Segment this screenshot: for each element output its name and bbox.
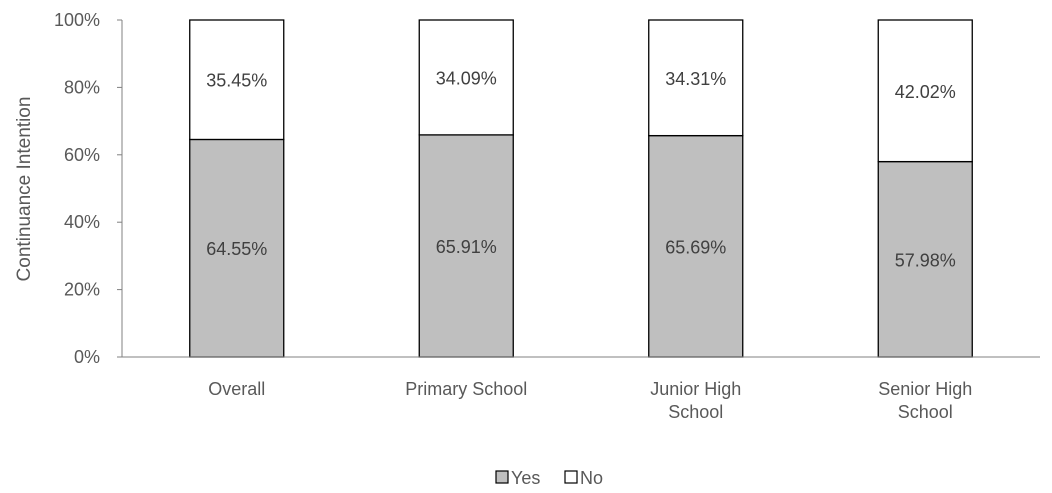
y-tick-label: 80% [64, 77, 100, 97]
bar-segment-no [877, 19, 973, 163]
x-tick-label: School [668, 402, 723, 422]
bar-segment-no [418, 19, 514, 136]
x-tick-label: Primary School [405, 379, 527, 399]
legend-label-yes: Yes [511, 468, 540, 488]
legend-label-no: No [580, 468, 603, 488]
data-label: 64.55% [206, 239, 267, 259]
bar-segment-no [648, 19, 744, 137]
y-tick-label: 0% [74, 347, 100, 367]
x-tick-label: Senior High [878, 379, 972, 399]
legend: Yes No [495, 468, 603, 488]
y-tick-label: 100% [54, 10, 100, 30]
data-label: 42.02% [895, 82, 956, 102]
legend-swatch-yes [495, 470, 509, 484]
y-tick-label: 40% [64, 212, 100, 232]
data-label: 34.31% [665, 69, 726, 89]
data-label: 65.91% [436, 237, 497, 257]
x-tick-label: School [898, 402, 953, 422]
x-tick-label: Overall [208, 379, 265, 399]
data-label: 34.09% [436, 68, 497, 88]
y-tick-label: 60% [64, 145, 100, 165]
data-label: 35.45% [206, 71, 267, 91]
data-label: 65.69% [665, 237, 726, 257]
plot-area: 0% 20% 40% 60% 80% 100% 64.55% 35.45% Overall 65.… [54, 10, 1040, 422]
legend-swatch-no [564, 470, 578, 484]
y-axis-label: Continuance Intention [14, 97, 35, 282]
bar-segment-yes [648, 134, 744, 358]
bar-segment-no [189, 19, 285, 141]
bar-segment-yes [418, 134, 514, 358]
bar-segment-yes [877, 160, 973, 358]
data-label: 57.98% [895, 250, 956, 270]
x-tick-label: Junior High [650, 379, 741, 399]
y-tick-label: 20% [64, 280, 100, 300]
